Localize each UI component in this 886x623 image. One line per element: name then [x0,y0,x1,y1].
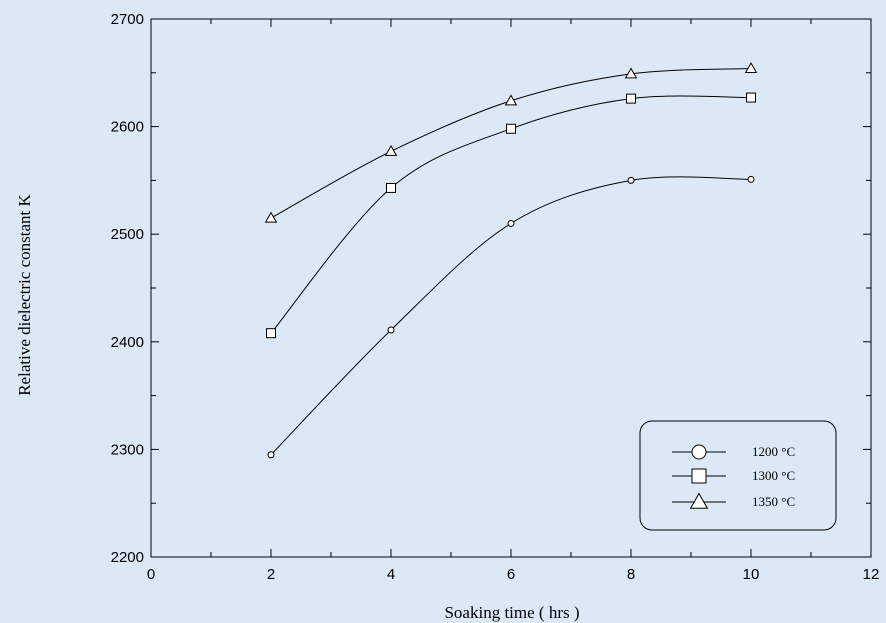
x-tick-label: 6 [507,566,515,583]
legend-box [639,420,837,531]
series-line [270,176,752,456]
series-group [264,62,758,459]
y-tick-label: 2200 [111,549,144,566]
data-point [507,219,515,227]
data-point [506,123,516,134]
x-tick-label: 2 [267,566,275,583]
y-axis-title: Relative dielectric constant K [15,193,34,395]
legend-label: 1300 °C [752,468,795,483]
data-point [504,94,518,106]
data-point [384,144,398,156]
data-point [747,175,755,183]
data-point [266,328,276,339]
x-tick-label: 10 [743,566,760,583]
legend-label: 1200 °C [752,444,795,459]
data-point [386,182,396,193]
legend-marker [691,444,707,460]
data-point [264,211,278,223]
y-tick-label: 2500 [111,226,144,243]
tick-labels: 0 2 4 6 8 10 12 2200 2300 2400 2500 2600 2700 [111,11,880,583]
data-point [746,92,756,103]
data-point [387,326,395,334]
y-tick-label: 2300 [111,441,144,458]
legend-marker [691,468,707,484]
series-square [266,92,756,339]
x-axis-title: Soaking time ( hrs ) [444,603,579,622]
data-point [624,67,638,79]
x-tick-label: 12 [863,566,880,583]
axis-ticks [150,18,872,558]
x-tick-label: 4 [387,566,395,583]
series-line [270,67,752,219]
y-tick-label: 2700 [111,11,144,28]
series-triangle [264,62,758,223]
y-tick-label: 2400 [111,334,144,351]
data-point [744,62,758,74]
data-point [626,93,636,104]
legend: 1200 °C 1300 °C 1350 °C [639,420,837,531]
y-tick-label: 2600 [111,119,144,136]
x-tick-label: 8 [627,566,635,583]
series-line [270,95,752,334]
legend-label: 1350 °C [752,494,795,509]
series-circle [267,175,755,459]
x-tick-label: 0 [147,566,155,583]
legend-marker [689,492,709,509]
data-point [627,176,635,184]
data-point [267,451,275,459]
